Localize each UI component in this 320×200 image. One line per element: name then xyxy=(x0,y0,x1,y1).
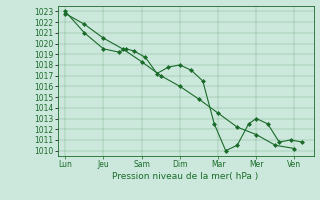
X-axis label: Pression niveau de la mer( hPa ): Pression niveau de la mer( hPa ) xyxy=(112,172,259,181)
